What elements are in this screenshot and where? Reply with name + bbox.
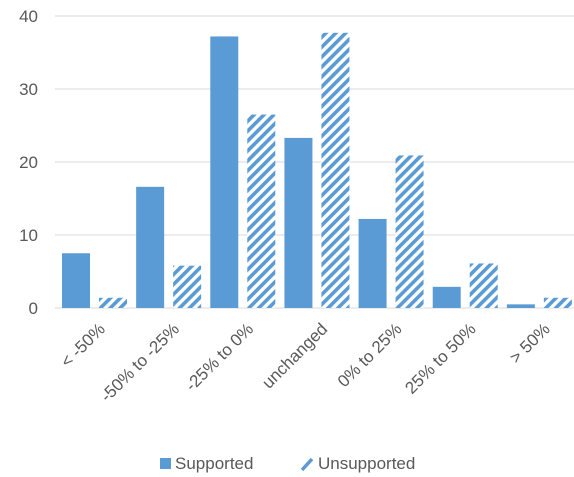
legend-swatch-supported bbox=[160, 458, 171, 469]
x-tick-label: < -50% bbox=[57, 319, 109, 371]
y-tick-label: 30 bbox=[19, 80, 38, 99]
bar-supported-1 bbox=[136, 186, 165, 308]
bar-supported-6 bbox=[506, 304, 535, 308]
legend-swatch-unsupported bbox=[300, 457, 314, 472]
x-tick-label: -50% to -25% bbox=[97, 319, 183, 405]
bar-unsupported-6 bbox=[543, 297, 572, 308]
bar-unsupported-4 bbox=[395, 155, 424, 308]
bars bbox=[62, 32, 572, 308]
bar-supported-2 bbox=[210, 36, 239, 308]
y-tick-label: 10 bbox=[19, 226, 38, 245]
bar-supported-4 bbox=[358, 218, 387, 308]
x-tick-label: > 50% bbox=[506, 319, 554, 367]
y-axis-ticks: 0 10 20 30 40 bbox=[19, 7, 38, 318]
bar-unsupported-3 bbox=[321, 32, 350, 308]
legend: Supported Unsupported bbox=[160, 454, 415, 473]
y-tick-label: 20 bbox=[19, 153, 38, 172]
y-tick-label: 0 bbox=[29, 299, 38, 318]
bar-supported-3 bbox=[284, 137, 313, 308]
y-tick-label: 40 bbox=[19, 7, 38, 26]
x-axis-ticks: < -50%-50% to -25%-25% to 0% unchanged 0% … bbox=[57, 319, 554, 405]
legend-label-supported: Supported bbox=[175, 454, 253, 473]
bar-unsupported-5 bbox=[469, 263, 498, 308]
bar-supported-5 bbox=[432, 286, 461, 308]
bar-unsupported-1 bbox=[173, 265, 202, 308]
x-tick-label: 0% to 25% bbox=[334, 319, 406, 391]
legend-label-unsupported: Unsupported bbox=[318, 454, 415, 473]
x-tick-label: unchanged bbox=[258, 319, 331, 392]
bar-unsupported-2 bbox=[247, 114, 276, 308]
bar-unsupported-0 bbox=[99, 297, 127, 308]
bar-supported-0 bbox=[62, 253, 90, 308]
x-tick-label: -25% to 0% bbox=[182, 319, 258, 395]
x-tick-label: 25% to 50% bbox=[401, 319, 479, 397]
